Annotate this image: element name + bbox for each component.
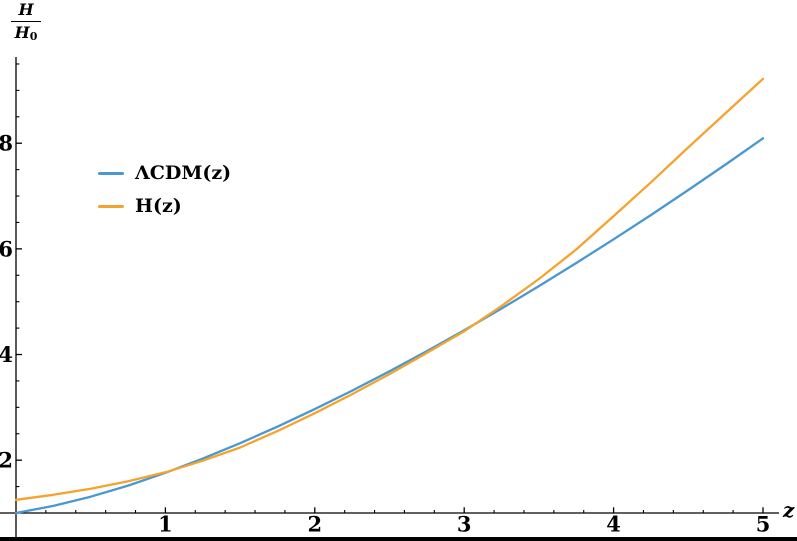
curve-lcdm: [14, 137, 765, 515]
y-axis-label-denominator: H0: [14, 23, 38, 43]
y-tick-label: 8: [0, 131, 13, 156]
bottom-edge-rule: [0, 537, 797, 541]
x-tick-label: 5: [756, 512, 771, 537]
curve-hz: [14, 77, 765, 501]
legend-label-lcdm: ΛCDM(z): [135, 162, 232, 184]
legend-line-swatch-hz: [98, 204, 124, 208]
x-tick-label: 2: [307, 512, 322, 537]
y-tick-label: 2: [0, 448, 13, 473]
y-axis-label-numerator: H: [11, 1, 41, 22]
legend-label-hz: H(z): [135, 195, 182, 217]
y-tick-label: 6: [0, 236, 13, 261]
legend: ΛCDM(z) H(z): [98, 161, 231, 227]
y-tick-label: 4: [0, 342, 13, 367]
x-tick-label: 3: [457, 512, 472, 537]
legend-line-swatch-lcdm: [98, 171, 124, 175]
x-tick-label: 4: [606, 512, 621, 537]
y-axis-label-subscript: 0: [29, 30, 38, 43]
x-tick-label: 1: [158, 512, 173, 537]
x-axis-label: z: [783, 498, 795, 522]
legend-entry-lcdm: ΛCDM(z): [98, 161, 231, 185]
legend-entry-hz: H(z): [98, 194, 231, 218]
y-axis-label-fraction: H H0: [11, 1, 41, 42]
